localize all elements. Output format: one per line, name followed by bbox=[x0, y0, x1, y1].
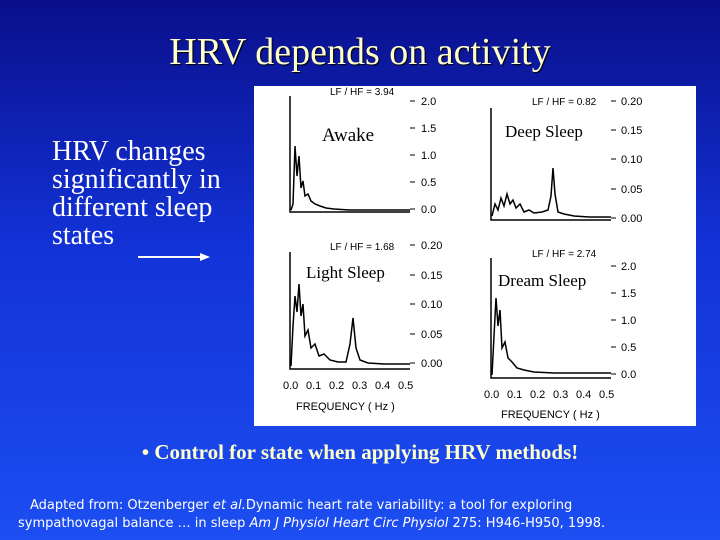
right-arrow-icon bbox=[138, 253, 210, 261]
x-axis-label: FREQUENCY ( Hz ) bbox=[296, 401, 395, 413]
light-tick: 0.20 bbox=[421, 240, 442, 252]
awake-tick: 2.0 bbox=[421, 96, 436, 108]
dream-tick: 0.0 bbox=[621, 369, 636, 381]
deep-ratio: LF / HF = 0.82 bbox=[532, 97, 597, 108]
deep-sleep-plot: LF / HF = 0.82 0.20 0.15 0.10 0.05 0.00 … bbox=[490, 96, 642, 225]
x-tick: 0.1 bbox=[306, 380, 321, 392]
reference-prefix: Adapted from: bbox=[30, 498, 124, 513]
x-tick: 0.0 bbox=[283, 380, 298, 392]
dream-tick: 1.0 bbox=[621, 315, 636, 327]
reference-cite: 275: H946-H950, 1998. bbox=[452, 516, 606, 531]
x-tick: 0.3 bbox=[352, 380, 367, 392]
left-text-line: HRV changes bbox=[52, 136, 206, 167]
light-label: Light Sleep bbox=[306, 263, 385, 282]
x-tick: 0.5 bbox=[599, 389, 614, 401]
awake-plot: LF / HF = 3.94 2.0 1.5 1.0 0.5 0.0 Awake bbox=[289, 87, 436, 216]
awake-tick: 0.0 bbox=[421, 204, 436, 216]
light-sleep-plot: LF / HF = 1.68 0.20 0.15 0.10 0.05 0.00 … bbox=[289, 240, 442, 370]
light-tick: 0.15 bbox=[421, 270, 442, 282]
dream-tick: 1.5 bbox=[621, 288, 636, 300]
x-axis-right: 0.0 0.1 0.2 0.3 0.4 0.5 FREQUENCY ( Hz ) bbox=[484, 389, 614, 421]
deep-tick: 0.05 bbox=[621, 184, 642, 196]
x-tick: 0.4 bbox=[375, 380, 390, 392]
bullet-text: • Control for state when applying HRV me… bbox=[141, 440, 579, 464]
deep-tick: 0.00 bbox=[621, 213, 642, 225]
reference-authors: Otzenberger bbox=[127, 498, 209, 513]
light-tick: 0.10 bbox=[421, 299, 442, 311]
reference-journal: Am J Physiol Heart Circ Physiol bbox=[249, 516, 449, 531]
awake-tick: 1.5 bbox=[421, 123, 436, 135]
hrv-figure: LF / HF = 3.94 2.0 1.5 1.0 0.5 0.0 Awake… bbox=[254, 86, 696, 426]
dream-tick: 0.5 bbox=[621, 342, 636, 354]
x-tick: 0.2 bbox=[329, 380, 344, 392]
dream-sleep-plot: LF / HF = 2.74 2.0 1.5 1.0 0.5 0.0 Dream… bbox=[490, 249, 636, 381]
slide-title: HRV depends on activity bbox=[169, 31, 551, 73]
x-axis-left: 0.0 0.1 0.2 0.3 0.4 0.5 FREQUENCY ( Hz ) bbox=[283, 380, 413, 413]
left-text-line: states bbox=[52, 220, 115, 251]
reference-etal: et al. bbox=[212, 498, 246, 513]
awake-label: Awake bbox=[322, 125, 374, 146]
left-text-line: different sleep bbox=[52, 192, 213, 223]
dream-ratio: LF / HF = 2.74 bbox=[532, 249, 597, 260]
reference: Adapted from: Otzenberger et al.Dynamic … bbox=[18, 497, 718, 533]
light-tick: 0.00 bbox=[421, 358, 442, 370]
left-text-line: significantly in bbox=[52, 164, 221, 195]
dream-tick: 2.0 bbox=[621, 261, 636, 273]
x-tick: 0.0 bbox=[484, 389, 499, 401]
deep-tick: 0.10 bbox=[621, 154, 642, 166]
dream-label: Dream Sleep bbox=[498, 271, 586, 290]
x-tick: 0.5 bbox=[398, 380, 413, 392]
x-tick: 0.2 bbox=[530, 389, 545, 401]
awake-ratio: LF / HF = 3.94 bbox=[330, 87, 395, 98]
reference-line2: sympathovagal balance … in sleep bbox=[18, 516, 246, 531]
awake-tick: 0.5 bbox=[421, 177, 436, 189]
x-tick: 0.3 bbox=[553, 389, 568, 401]
reference-paper: Dynamic heart rate variability: a tool f… bbox=[245, 498, 573, 513]
light-tick: 0.05 bbox=[421, 329, 442, 341]
deep-label: Deep Sleep bbox=[505, 122, 583, 141]
x-tick: 0.4 bbox=[576, 389, 591, 401]
x-axis-label: FREQUENCY ( Hz ) bbox=[501, 409, 600, 421]
deep-tick: 0.15 bbox=[621, 125, 642, 137]
deep-tick: 0.20 bbox=[621, 96, 642, 108]
x-tick: 0.1 bbox=[507, 389, 522, 401]
light-ratio: LF / HF = 1.68 bbox=[330, 242, 395, 253]
left-text: HRV changes significantly in different s… bbox=[52, 138, 242, 250]
awake-tick: 1.0 bbox=[421, 150, 436, 162]
